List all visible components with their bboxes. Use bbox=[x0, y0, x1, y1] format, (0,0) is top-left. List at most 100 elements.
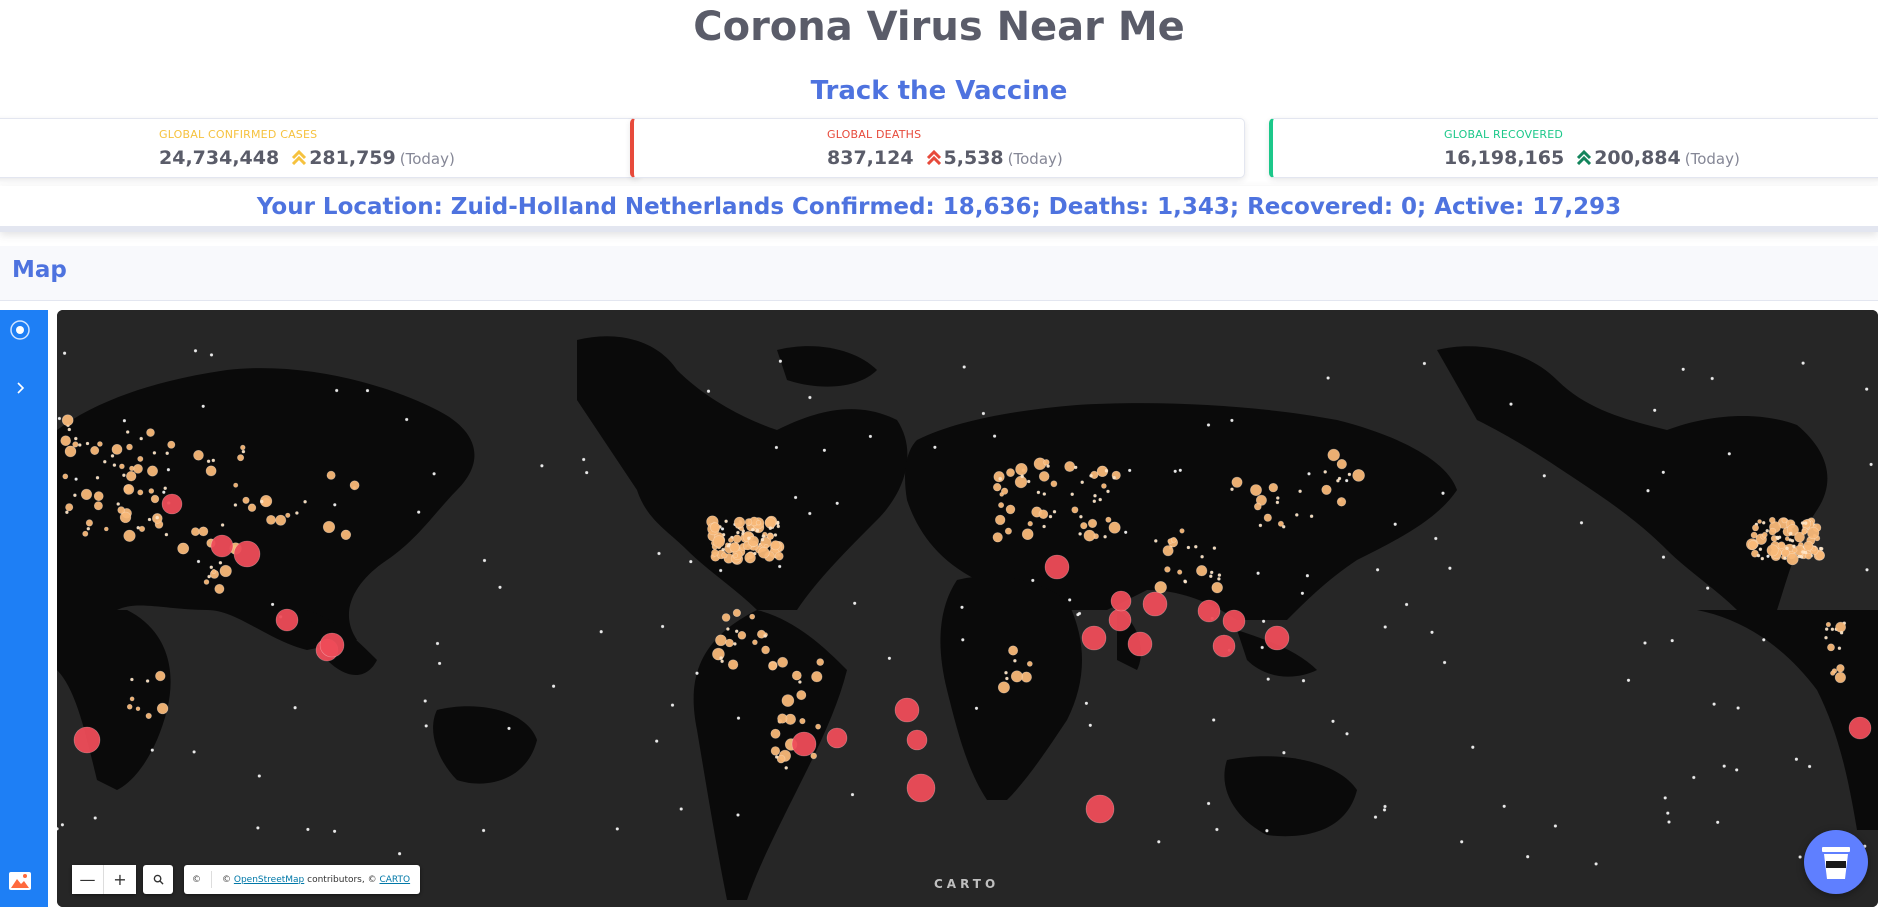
case-bubble[interactable] bbox=[1081, 625, 1107, 651]
case-bubble[interactable] bbox=[95, 475, 100, 480]
case-bubble[interactable] bbox=[1752, 524, 1760, 532]
carto-link[interactable]: CARTO bbox=[379, 874, 411, 885]
case-bubble[interactable] bbox=[85, 519, 94, 527]
case-bubble[interactable] bbox=[256, 826, 260, 830]
case-bubble[interactable] bbox=[1038, 509, 1049, 519]
case-bubble[interactable] bbox=[193, 450, 204, 461]
openstreetmap-link[interactable]: OpenStreetMap bbox=[233, 874, 305, 885]
case-bubble[interactable] bbox=[60, 435, 71, 446]
case-bubble[interactable] bbox=[581, 457, 586, 462]
case-bubble[interactable] bbox=[1768, 527, 1777, 536]
case-bubble[interactable] bbox=[761, 645, 770, 655]
case-bubble[interactable] bbox=[961, 638, 965, 642]
case-bubble[interactable] bbox=[1266, 677, 1270, 681]
case-bubble[interactable] bbox=[1064, 461, 1076, 472]
case-bubble[interactable] bbox=[155, 670, 166, 682]
case-bubble[interactable] bbox=[147, 517, 152, 522]
case-bubble[interactable] bbox=[744, 552, 756, 564]
case-bubble[interactable] bbox=[1206, 423, 1211, 427]
case-bubble[interactable] bbox=[1212, 634, 1236, 658]
case-bubble[interactable] bbox=[1142, 591, 1168, 617]
case-bubble[interactable] bbox=[205, 465, 217, 477]
case-bubble[interactable] bbox=[763, 634, 768, 638]
case-bubble[interactable] bbox=[1710, 376, 1714, 381]
case-bubble[interactable] bbox=[73, 493, 77, 497]
case-bubble[interactable] bbox=[1015, 463, 1028, 476]
case-bubble[interactable] bbox=[1282, 751, 1286, 755]
case-bubble[interactable] bbox=[960, 605, 964, 609]
case-bubble[interactable] bbox=[992, 434, 997, 438]
case-bubble[interactable] bbox=[981, 411, 986, 416]
case-bubble[interactable] bbox=[103, 526, 109, 532]
case-bubble[interactable] bbox=[432, 472, 436, 476]
case-bubble[interactable] bbox=[770, 540, 781, 551]
case-bubble[interactable] bbox=[1110, 590, 1132, 612]
case-bubble[interactable] bbox=[111, 443, 123, 455]
case-bubble[interactable] bbox=[1206, 801, 1211, 806]
case-bubble[interactable] bbox=[155, 515, 159, 520]
case-bubble[interactable] bbox=[1211, 581, 1223, 594]
case-bubble[interactable] bbox=[760, 537, 765, 542]
case-bubble[interactable] bbox=[906, 729, 928, 751]
case-bubble[interactable] bbox=[1666, 811, 1670, 815]
case-bubble[interactable] bbox=[1307, 472, 1311, 476]
case-bubble[interactable] bbox=[1209, 574, 1213, 579]
case-bubble[interactable] bbox=[1393, 522, 1397, 526]
case-bubble[interactable] bbox=[1758, 547, 1763, 551]
case-bubble[interactable] bbox=[1005, 504, 1016, 515]
case-bubble[interactable] bbox=[778, 359, 783, 363]
case-bubble[interactable] bbox=[721, 613, 731, 622]
case-bubble[interactable] bbox=[777, 713, 788, 724]
case-bubble[interactable] bbox=[1775, 535, 1779, 540]
case-bubble[interactable] bbox=[1347, 472, 1352, 477]
case-bubble[interactable] bbox=[1525, 854, 1530, 859]
case-bubble[interactable] bbox=[733, 516, 746, 529]
case-bubble[interactable] bbox=[1803, 521, 1808, 525]
case-bubble[interactable] bbox=[80, 488, 93, 500]
case-bubble[interactable] bbox=[808, 395, 812, 400]
track-vaccine-link[interactable]: Track the Vaccine bbox=[810, 76, 1068, 106]
case-bubble[interactable] bbox=[1038, 471, 1050, 482]
case-bubble[interactable] bbox=[93, 491, 104, 501]
case-bubble[interactable] bbox=[1104, 468, 1109, 473]
basemap-button[interactable] bbox=[8, 869, 32, 893]
case-bubble[interactable] bbox=[1261, 619, 1266, 623]
case-bubble[interactable] bbox=[1448, 566, 1452, 570]
case-bubble[interactable] bbox=[1661, 555, 1666, 559]
case-bubble[interactable] bbox=[303, 500, 307, 504]
case-bubble[interactable] bbox=[654, 739, 659, 743]
case-bubble[interactable] bbox=[1798, 855, 1802, 859]
case-bubble[interactable] bbox=[733, 642, 737, 646]
case-bubble[interactable] bbox=[137, 455, 144, 462]
case-bubble[interactable] bbox=[1230, 487, 1234, 492]
case-bubble[interactable] bbox=[1277, 520, 1284, 527]
case-bubble[interactable] bbox=[1652, 408, 1657, 413]
case-bubble[interactable] bbox=[162, 490, 166, 494]
case-bubble[interactable] bbox=[417, 510, 421, 514]
case-bubble[interactable] bbox=[1839, 630, 1844, 635]
case-bubble[interactable] bbox=[1663, 796, 1667, 800]
locate-button[interactable] bbox=[8, 318, 32, 342]
case-bubble[interactable] bbox=[551, 684, 556, 688]
case-bubble[interactable] bbox=[122, 473, 126, 477]
case-bubble[interactable] bbox=[615, 827, 619, 831]
case-bubble[interactable] bbox=[73, 436, 78, 441]
case-bubble[interactable] bbox=[177, 542, 190, 555]
case-bubble[interactable] bbox=[733, 553, 739, 558]
case-bubble[interactable] bbox=[1183, 579, 1188, 584]
case-bubble[interactable] bbox=[1000, 487, 1009, 495]
case-bubble[interactable] bbox=[147, 465, 159, 477]
case-bubble[interactable] bbox=[332, 829, 337, 833]
case-bubble[interactable] bbox=[1010, 670, 1023, 683]
case-bubble[interactable] bbox=[761, 534, 766, 538]
case-bubble[interactable] bbox=[1835, 621, 1846, 633]
case-bubble[interactable] bbox=[994, 514, 1006, 526]
case-bubble[interactable] bbox=[711, 549, 719, 557]
case-bubble[interactable] bbox=[214, 583, 225, 594]
case-bubble[interactable] bbox=[776, 754, 786, 764]
case-bubble[interactable] bbox=[1170, 536, 1177, 543]
case-bubble[interactable] bbox=[1715, 820, 1720, 824]
case-bubble[interactable] bbox=[1127, 631, 1153, 657]
case-bubble[interactable] bbox=[1254, 502, 1262, 511]
case-bubble[interactable] bbox=[319, 632, 345, 658]
